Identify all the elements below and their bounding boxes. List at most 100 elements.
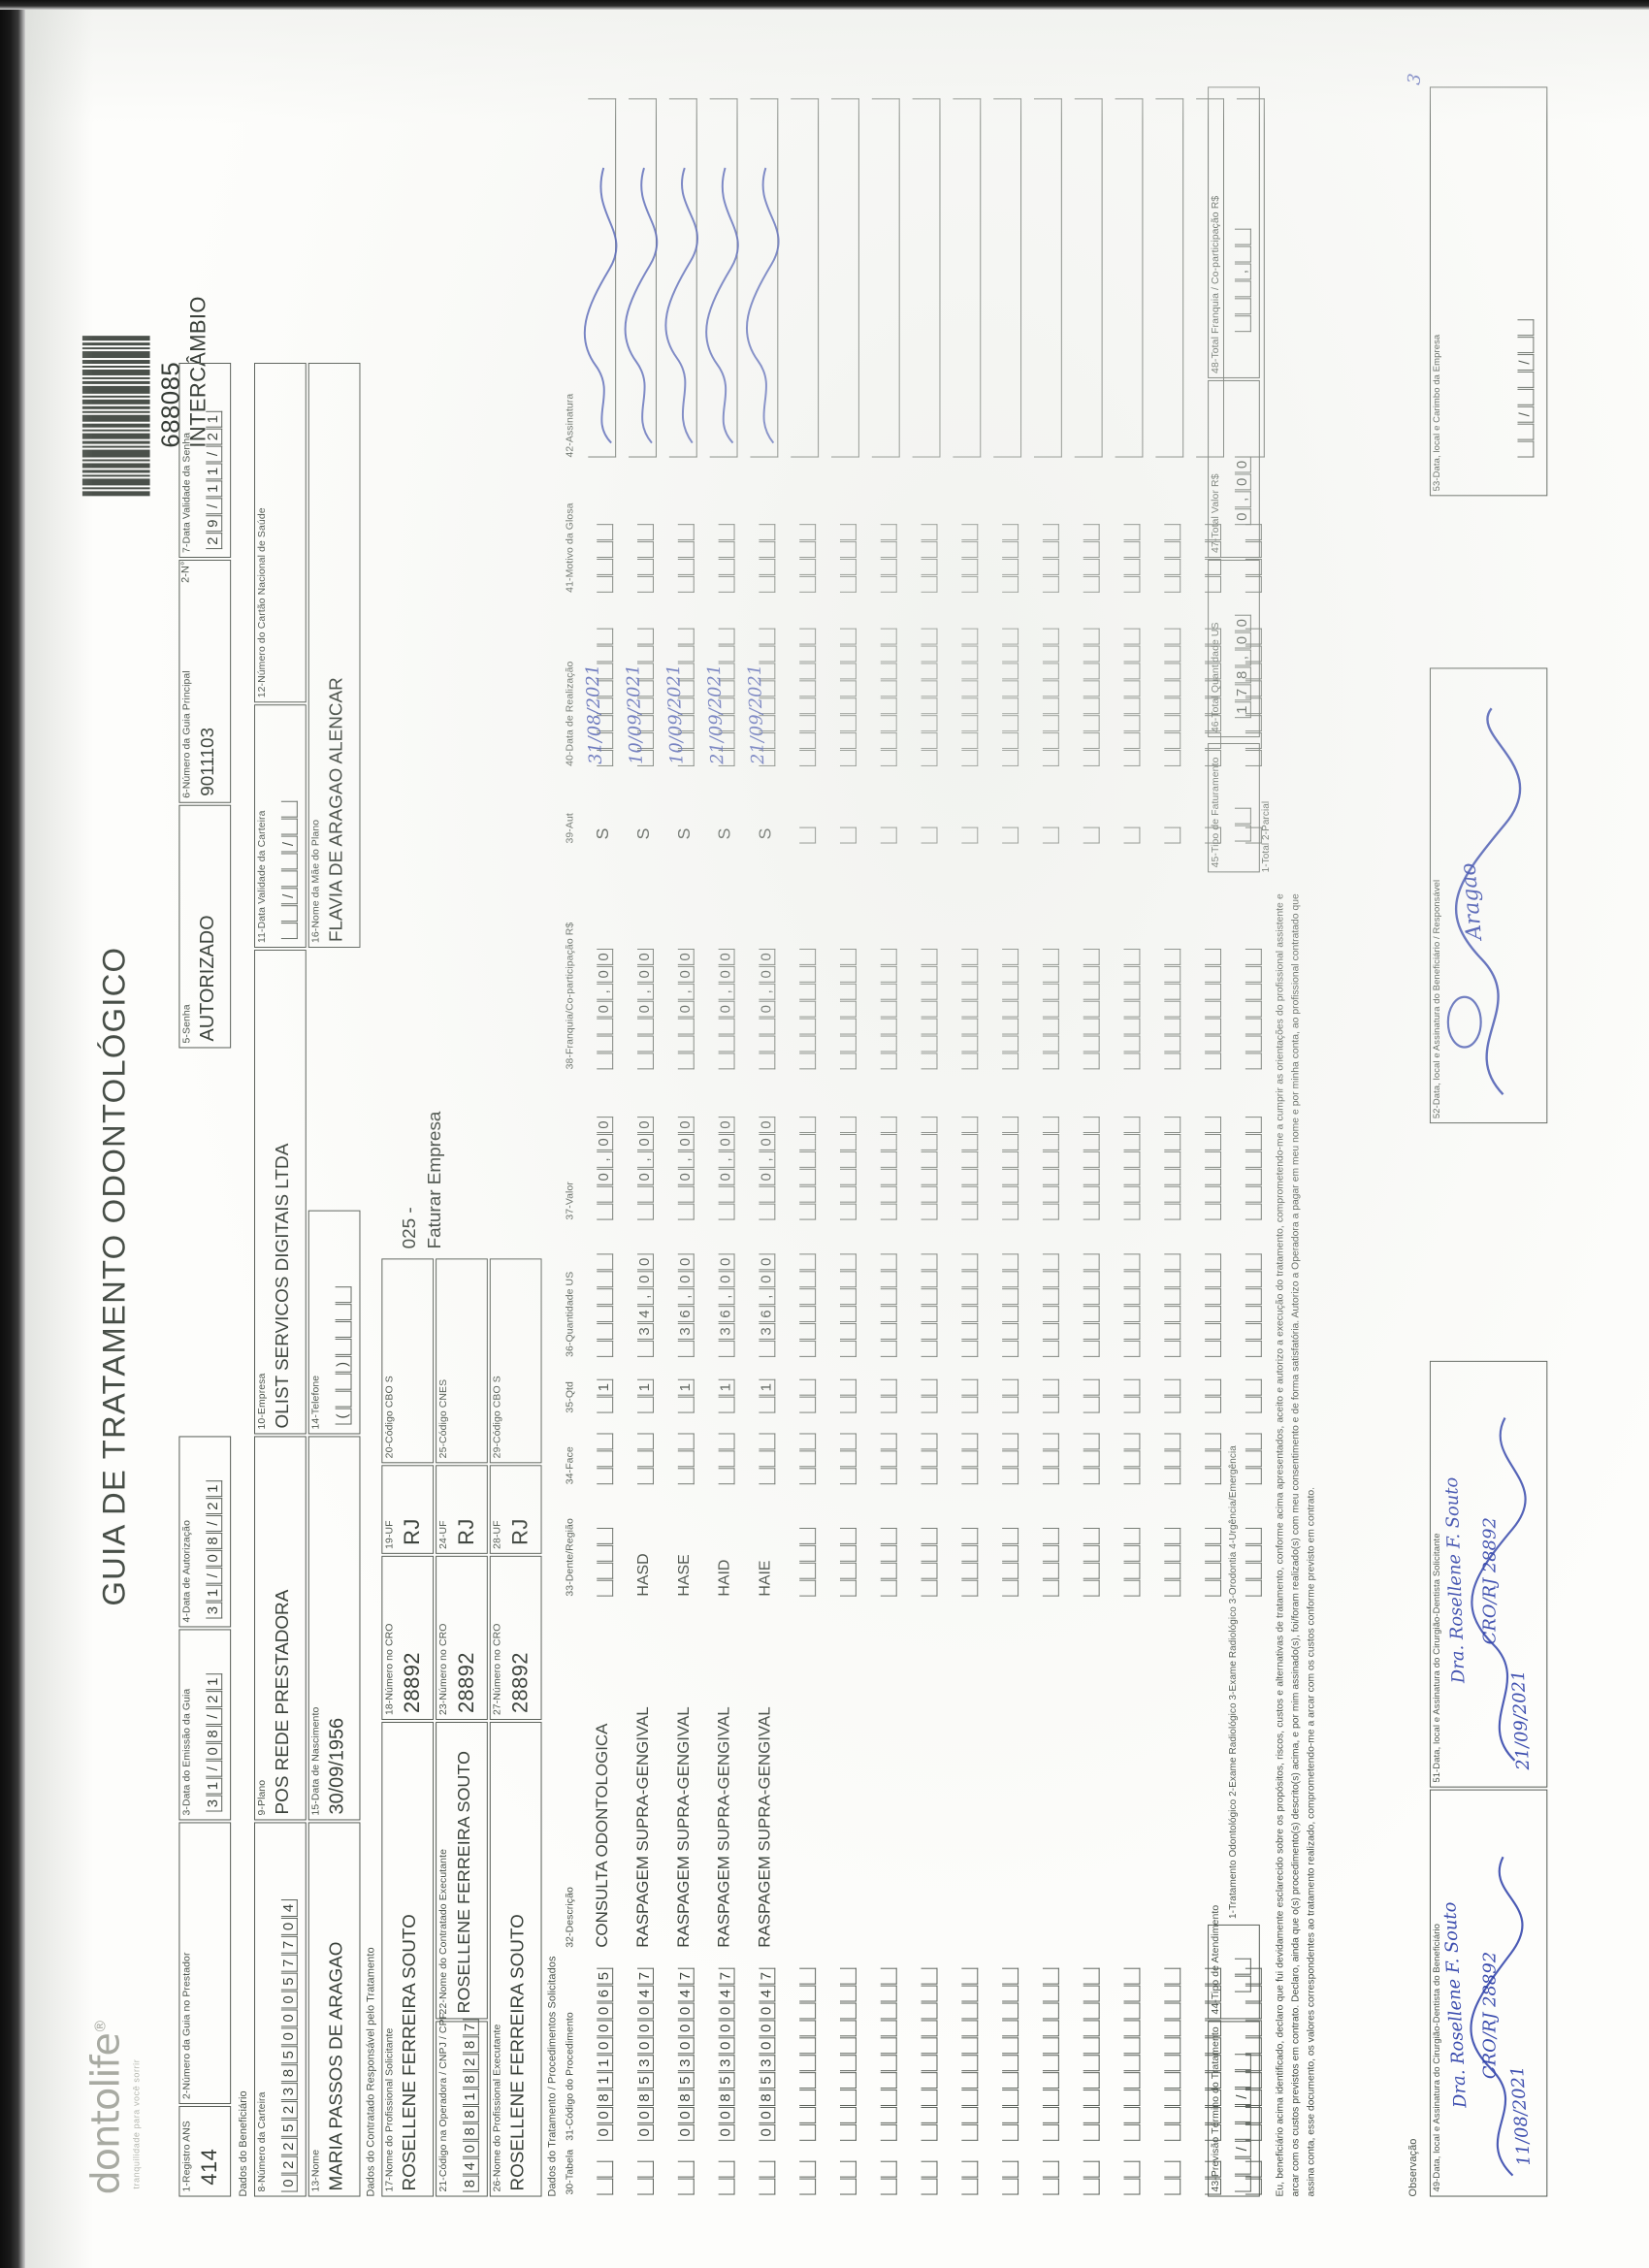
digit-comb[interactable]: 1 (592, 1378, 614, 1413)
digit-comb[interactable] (1159, 1378, 1181, 1413)
digit-comb[interactable] (1119, 523, 1141, 593)
cell-assinatura[interactable] (831, 98, 859, 458)
digit-comb[interactable] (835, 1252, 857, 1357)
digit-comb[interactable] (835, 948, 857, 1070)
digit-comb[interactable] (754, 523, 776, 593)
digit-comb[interactable] (1159, 1527, 1181, 1597)
digit-comb[interactable] (794, 1378, 817, 1413)
digit-comb[interactable] (917, 948, 938, 1070)
digit-comb[interactable] (1200, 1432, 1222, 1485)
field-tipo-atendimento-digits[interactable] (1230, 1958, 1251, 1993)
digit-comb[interactable] (794, 628, 817, 766)
digit-comb[interactable] (592, 1252, 614, 1357)
digit-comb[interactable] (997, 948, 1019, 1070)
digit-comb[interactable] (1119, 1378, 1141, 1413)
digit-comb[interactable] (1038, 1432, 1059, 1485)
digit-comb[interactable] (794, 2160, 817, 2195)
table-row[interactable] (945, 52, 986, 2224)
digit-comb[interactable] (1119, 628, 1141, 766)
digit-comb[interactable] (1241, 1527, 1262, 1597)
table-row[interactable] (1067, 52, 1108, 2224)
field-previsao-termino-digits[interactable]: / / (1230, 2053, 1251, 2192)
digit-comb[interactable] (997, 1378, 1019, 1413)
cell-assinatura[interactable] (953, 98, 982, 458)
digit-comb[interactable] (1200, 1116, 1222, 1220)
digit-comb[interactable] (1038, 1252, 1059, 1357)
digit-comb[interactable] (1159, 948, 1181, 1070)
table-row[interactable] (824, 52, 864, 2224)
digit-comb[interactable] (1038, 2160, 1059, 2195)
digit-comb[interactable] (876, 1252, 897, 1357)
field-data-emissao-digits[interactable]: 3 1/0 8/2 1 (201, 1672, 223, 1812)
digit-comb[interactable] (835, 826, 857, 844)
digit-comb[interactable] (876, 1116, 897, 1220)
field-validade-carteira-digits[interactable]: / / (276, 800, 298, 940)
digit-comb[interactable] (1119, 1432, 1141, 1485)
digit-comb[interactable] (917, 523, 938, 593)
digit-comb[interactable] (956, 523, 979, 593)
cell-assinatura[interactable] (912, 98, 941, 458)
digit-comb[interactable] (1038, 1967, 1059, 2141)
digit-comb[interactable]: 1 (754, 1378, 776, 1413)
digit-comb[interactable] (1038, 1116, 1059, 1220)
digit-comb[interactable] (1200, 948, 1222, 1070)
table-row[interactable] (1148, 52, 1188, 2224)
cell-assinatura[interactable] (791, 98, 820, 458)
table-row[interactable]: 0 0 8 5 3 0 0 0 4 7 RASPAGEM SUPRA-GENGIVAL HAIE 1 … (742, 52, 783, 2224)
digit-comb[interactable] (835, 1116, 857, 1220)
field-tipo-faturamento-digits[interactable] (1230, 807, 1251, 842)
digit-comb[interactable] (1159, 523, 1181, 593)
table-row[interactable] (1108, 52, 1148, 2224)
table-row[interactable] (864, 52, 905, 2224)
digit-comb[interactable] (794, 523, 817, 593)
digit-comb[interactable] (673, 2160, 695, 2195)
digit-comb[interactable] (1038, 628, 1059, 766)
digit-comb[interactable] (1159, 2160, 1181, 2195)
digit-comb[interactable] (956, 1967, 979, 2141)
digit-comb[interactable] (1079, 1527, 1100, 1597)
digit-comb[interactable] (592, 1432, 614, 1485)
digit-comb[interactable] (1241, 1378, 1262, 1413)
digit-comb[interactable] (1038, 826, 1059, 844)
digit-comb[interactable]: 1 (714, 1378, 735, 1413)
digit-comb[interactable] (876, 1967, 897, 2141)
digit-comb[interactable] (997, 1432, 1019, 1485)
digit-comb[interactable] (835, 628, 857, 766)
digit-comb[interactable] (1119, 1967, 1141, 2141)
digit-comb[interactable] (1159, 628, 1181, 766)
digit-comb[interactable] (1241, 1432, 1262, 1485)
digit-comb[interactable] (754, 2160, 776, 2195)
digit-comb[interactable] (632, 2160, 654, 2195)
digit-comb[interactable] (1241, 1252, 1262, 1357)
signature-53-date-digits[interactable]: / / (1513, 318, 1535, 458)
digit-comb[interactable] (1241, 1116, 1262, 1220)
digit-comb[interactable] (1119, 1116, 1141, 1220)
digit-comb[interactable] (1119, 2160, 1141, 2195)
digit-comb[interactable] (592, 2160, 614, 2195)
digit-comb[interactable] (917, 1967, 938, 2141)
digit-comb[interactable] (956, 2160, 979, 2195)
digit-comb[interactable] (1079, 826, 1100, 844)
digit-comb[interactable] (835, 1378, 857, 1413)
field-validade-senha-digits[interactable]: 2 9/1 1/2 1 (201, 410, 223, 550)
digit-comb[interactable] (1200, 1527, 1222, 1597)
digit-comb[interactable] (1079, 1432, 1100, 1485)
digit-comb[interactable] (714, 1432, 735, 1485)
digit-comb[interactable] (1038, 1378, 1059, 1413)
digit-comb[interactable] (1119, 1527, 1141, 1597)
cell-assinatura[interactable] (1115, 98, 1144, 458)
digit-comb[interactable] (956, 1252, 979, 1357)
digit-comb[interactable] (1038, 948, 1059, 1070)
digit-comb[interactable] (956, 1116, 979, 1220)
digit-comb[interactable] (917, 1252, 938, 1357)
digit-comb[interactable] (917, 1116, 938, 1220)
